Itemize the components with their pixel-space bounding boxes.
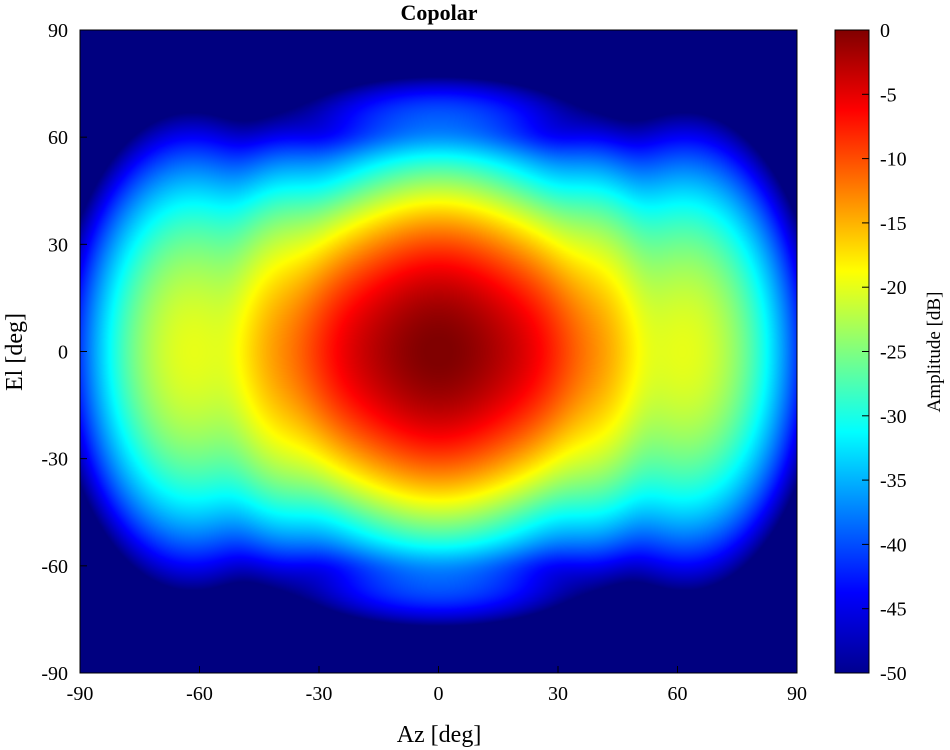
colorbar-tick-label: -40 bbox=[880, 534, 907, 556]
chart-title: Copolar bbox=[401, 0, 478, 25]
x-tick-label: 90 bbox=[787, 683, 807, 705]
colorbar-tick-label: -50 bbox=[880, 663, 907, 685]
x-tick-label: -30 bbox=[306, 683, 333, 705]
colorbar-tick-label: -20 bbox=[880, 277, 907, 299]
y-tick-label: 90 bbox=[48, 20, 68, 42]
colorbar: 0 -5 -10 -15 -20 -25 -30 -35 -40 -45 -50 Amplitude… bbox=[834, 20, 945, 685]
y-tick-label: 30 bbox=[48, 234, 68, 256]
colorbar-tick-label: -25 bbox=[880, 342, 907, 364]
plot-area bbox=[79, 29, 798, 674]
x-axis-label: Az [deg] bbox=[397, 722, 482, 748]
colorbar-tick-label: -10 bbox=[880, 149, 907, 171]
colorbar-tick-label: -35 bbox=[880, 470, 907, 492]
x-axis: -90 -60 -30 0 30 60 90 bbox=[67, 666, 807, 705]
colorbar-ticks: 0 -5 -10 -15 -20 -25 -30 -35 -40 -45 -50 bbox=[862, 20, 907, 685]
y-tick-label: -90 bbox=[41, 663, 68, 685]
x-tick-label: -90 bbox=[67, 683, 94, 705]
colorbar-label: Amplitude [dB] bbox=[924, 292, 945, 413]
x-tick-label: 0 bbox=[434, 683, 444, 705]
x-tick-label: 60 bbox=[668, 683, 688, 705]
y-tick-label: -30 bbox=[41, 449, 68, 471]
colorbar-tick-label: -5 bbox=[880, 84, 897, 106]
y-tick-label: 60 bbox=[48, 127, 68, 149]
colorbar-tick-label: -15 bbox=[880, 213, 907, 235]
y-tick-label: -60 bbox=[41, 556, 68, 578]
colorbar-tick-label: -45 bbox=[880, 599, 907, 621]
y-axis: 90 60 30 0 -30 -60 -90 bbox=[41, 20, 87, 685]
y-axis-label: El [deg] bbox=[2, 313, 28, 391]
colorbar-tick-label: -30 bbox=[880, 406, 907, 428]
x-tick-label: 30 bbox=[548, 683, 568, 705]
x-tick-label: -60 bbox=[186, 683, 213, 705]
colorbar-tick-label: 0 bbox=[880, 20, 890, 42]
y-tick-label: 0 bbox=[58, 342, 68, 364]
